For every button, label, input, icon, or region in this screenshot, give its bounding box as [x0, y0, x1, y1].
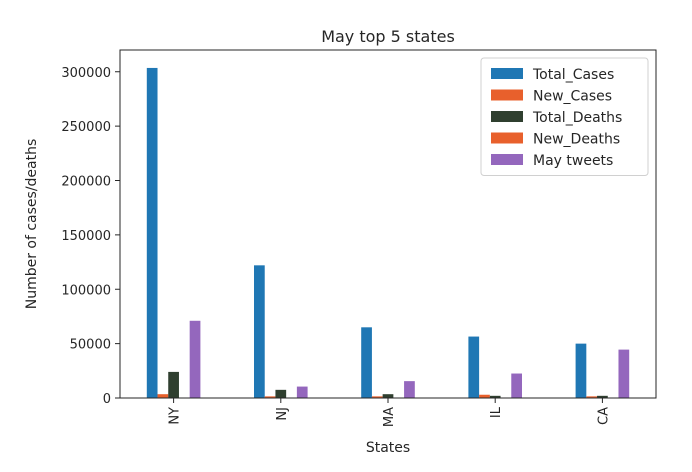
y-axis: 0 50000 100000 150000 200000 250000 300000	[61, 66, 120, 407]
bar-may-tweets-ma	[404, 381, 415, 398]
y-tick-label: 200000	[61, 175, 111, 190]
chart-title: May top 5 states	[321, 27, 455, 46]
bar-new-cases-il	[479, 394, 490, 398]
legend-swatch	[491, 111, 523, 122]
legend-label: Total_Deaths	[532, 110, 622, 126]
legend-swatch	[491, 154, 523, 165]
x-tick-label-ca: CA	[596, 407, 611, 425]
legend-label: New_Cases	[533, 89, 612, 105]
y-tick-label: 250000	[61, 120, 111, 135]
bar-new-cases-ma	[371, 396, 383, 398]
bar-total-cases-il	[468, 336, 480, 398]
x-axis: NY NJ MA IL CA	[168, 398, 611, 427]
y-axis-label: Number of cases/deaths	[24, 139, 40, 310]
x-tick-label-nj: NJ	[275, 407, 290, 421]
bar-total-deaths-il	[489, 395, 501, 398]
legend-label: New_Deaths	[533, 132, 620, 148]
legend: Total_Cases New_Cases Total_Deaths New_Deat…	[480, 57, 649, 176]
bar-new-cases-ca	[586, 396, 598, 398]
bar-may-tweets-nj	[296, 386, 308, 398]
legend-swatch	[491, 132, 523, 144]
bar-may-tweets-ny	[189, 320, 201, 398]
y-tick-label: 50000	[70, 338, 111, 353]
y-tick-label: 0	[103, 392, 111, 407]
bar-new-cases-nj	[264, 396, 276, 398]
x-tick-label-ny: NY	[168, 407, 183, 425]
y-tick-label: 100000	[61, 283, 111, 298]
bar-total-cases-ca	[575, 343, 587, 399]
bar-total-cases-nj	[254, 265, 265, 398]
x-tick-label-ma: MA	[382, 407, 397, 427]
bar-may-tweets-ca	[618, 349, 630, 398]
bar-total-deaths-ny	[168, 371, 179, 398]
bar-total-cases-ny	[146, 67, 158, 398]
legend-swatch	[491, 68, 523, 79]
legend-swatch	[491, 89, 523, 101]
legend-label: May tweets	[533, 153, 613, 169]
bar-may-tweets-il	[511, 373, 522, 398]
bars-group	[146, 67, 630, 399]
x-tick-label-il: IL	[489, 406, 504, 418]
bar-total-deaths-nj	[275, 389, 287, 398]
legend-label: Total_Cases	[532, 67, 614, 83]
legend-box	[480, 57, 649, 176]
bar-total-cases-ma	[361, 327, 372, 398]
y-tick-label: 300000	[61, 66, 111, 81]
bar-new-cases-ny	[157, 394, 169, 398]
bar-total-deaths-ma	[382, 394, 394, 398]
y-tick-label: 150000	[61, 229, 111, 244]
x-axis-label: States	[366, 440, 410, 456]
bar-total-deaths-ca	[597, 395, 608, 398]
